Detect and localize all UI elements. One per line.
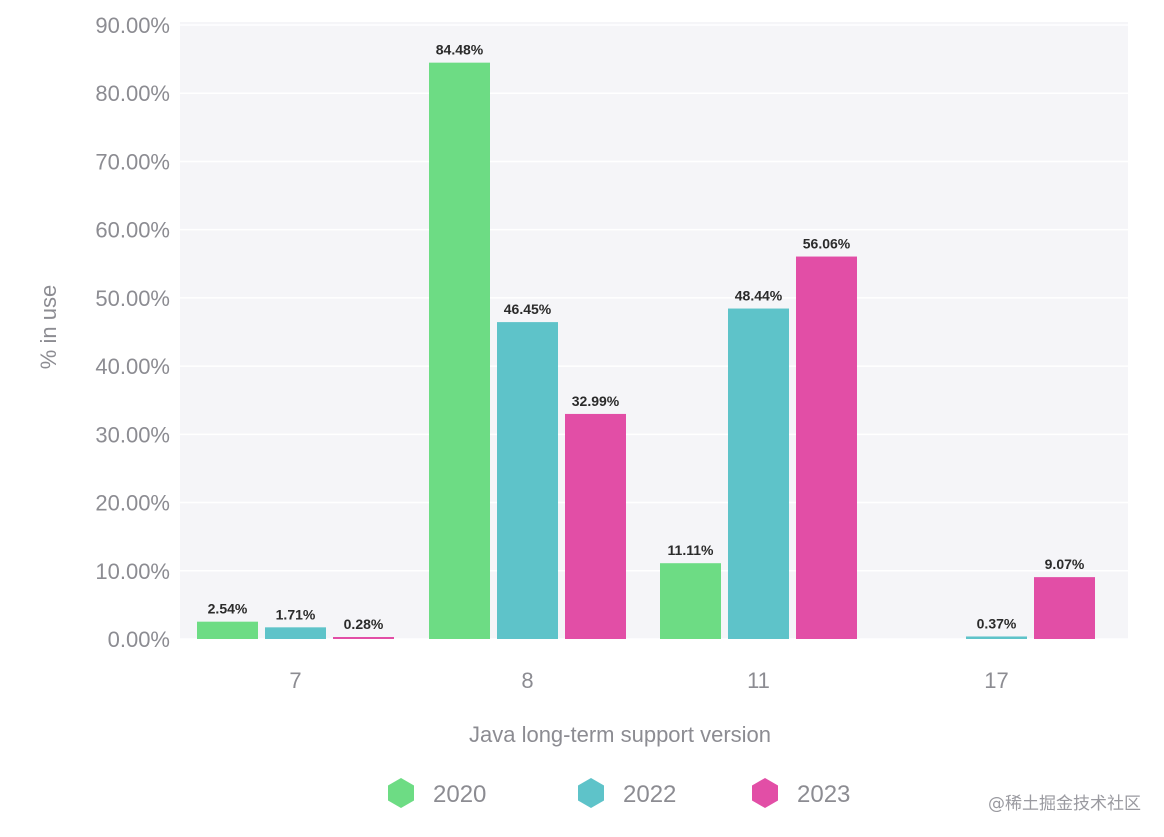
bar-2023-17[interactable] bbox=[1034, 577, 1095, 639]
x-tick-label: 17 bbox=[984, 668, 1008, 693]
data-label: 2.54% bbox=[208, 601, 248, 617]
data-label: 46.45% bbox=[504, 301, 552, 317]
bar-2020-7[interactable] bbox=[197, 621, 258, 639]
bar-2023-8[interactable] bbox=[565, 413, 626, 639]
y-tick-label: 10.00% bbox=[95, 559, 170, 584]
legend-item-2023[interactable]: 2023 bbox=[752, 778, 850, 808]
watermark: @稀土掘金技术社区 bbox=[988, 794, 1141, 814]
data-label: 48.44% bbox=[735, 288, 783, 304]
data-label: 84.48% bbox=[436, 42, 484, 58]
legend-item-2022[interactable]: 2022 bbox=[578, 778, 676, 808]
data-label: 0.37% bbox=[977, 615, 1017, 631]
bar-2023-7[interactable] bbox=[333, 637, 394, 639]
y-tick-label: 30.00% bbox=[95, 422, 170, 447]
data-label: 56.06% bbox=[803, 236, 851, 252]
data-labels: 2.54% 1.71% 0.28% 84.48% 46.45% 32.99% 11.11% 4… bbox=[208, 42, 1085, 632]
legend-item-2020[interactable]: 2020 bbox=[388, 778, 486, 808]
y-tick-label: 90.00% bbox=[95, 13, 170, 38]
x-tick-label: 11 bbox=[747, 668, 770, 693]
legend-label: 2023 bbox=[797, 781, 850, 808]
bars bbox=[197, 62, 1095, 639]
y-tick-label: 40.00% bbox=[95, 354, 170, 379]
legend[interactable]: 2020 2022 2023 bbox=[388, 778, 850, 808]
y-tick-label: 60.00% bbox=[95, 218, 170, 243]
legend-hexagon-icon bbox=[752, 778, 778, 808]
y-axis-title: % in use bbox=[36, 285, 61, 369]
y-tick-label: 80.00% bbox=[95, 81, 170, 106]
legend-label: 2022 bbox=[623, 781, 676, 808]
gridlines bbox=[180, 24, 1128, 640]
bar-2020-8[interactable] bbox=[429, 62, 490, 639]
y-tick-label: 20.00% bbox=[95, 491, 170, 516]
data-label: 0.28% bbox=[344, 616, 384, 632]
bar-2020-11[interactable] bbox=[660, 563, 721, 639]
data-label: 11.11% bbox=[668, 542, 714, 558]
y-tick-label: 70.00% bbox=[95, 149, 170, 174]
legend-hexagon-icon bbox=[578, 778, 604, 808]
y-tick-label: 50.00% bbox=[95, 286, 170, 311]
data-label: 9.07% bbox=[1045, 556, 1085, 572]
y-tick-label: 0.00% bbox=[108, 627, 170, 652]
bar-2022-7[interactable] bbox=[265, 627, 326, 639]
x-axis-ticks: 7 8 11 17 bbox=[289, 668, 1008, 693]
y-axis-ticks: 0.00% 10.00% 20.00% 30.00% 40.00% 50.00% 60.00… bbox=[95, 13, 170, 652]
bar-2022-11[interactable] bbox=[728, 308, 789, 639]
legend-hexagon-icon bbox=[388, 778, 414, 808]
data-label: 1.71% bbox=[276, 606, 316, 622]
x-axis-title: Java long-term support version bbox=[469, 722, 771, 747]
x-tick-label: 8 bbox=[521, 668, 533, 693]
x-tick-label: 7 bbox=[289, 668, 301, 693]
bar-2022-8[interactable] bbox=[497, 322, 558, 639]
bar-2023-11[interactable] bbox=[796, 256, 857, 639]
plot-background bbox=[180, 22, 1128, 639]
legend-label: 2020 bbox=[433, 781, 486, 808]
data-label: 32.99% bbox=[572, 393, 620, 409]
bar-2022-17[interactable] bbox=[966, 636, 1027, 639]
